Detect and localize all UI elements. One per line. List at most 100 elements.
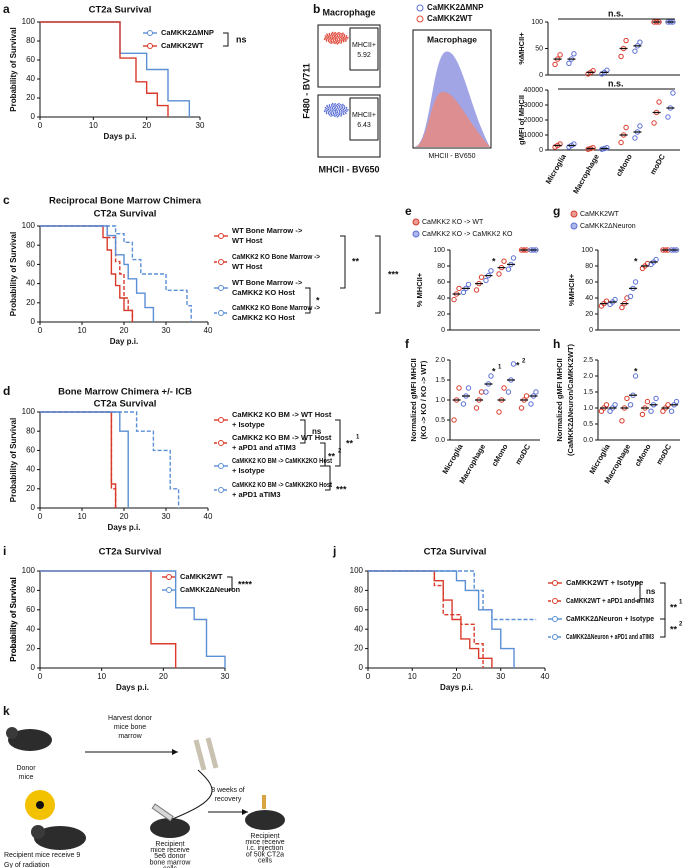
flow-event [344,111,347,114]
survival-curve [40,411,129,508]
data-point [456,285,462,292]
flow-event [331,35,334,37]
flow-event [339,111,341,113]
gate [349,97,379,141]
flow-event [332,114,334,117]
significance-bracket [335,419,341,467]
y-tick-label: 2.0 [435,357,445,364]
data-point [501,258,507,264]
flow-event [336,34,339,36]
survival-curve [40,225,134,322]
y-tick-label: 100 [22,407,36,416]
significance-label: n.s. [608,78,624,88]
data-point [460,289,467,296]
x-tick-label: 0 [38,512,43,521]
y-axis-label: Probability of Survival [9,232,18,316]
data-point [632,135,638,141]
y-tick-label: 100 [22,17,36,26]
significance-label: n.s. [608,8,624,18]
panel-letter: a [3,2,10,16]
flow-event [332,36,335,39]
flow-event [326,33,328,35]
x-axis-label: Days p.i. [440,683,473,692]
significance-label: * [316,295,320,305]
y-tick-label: 1.0 [583,405,593,412]
y-tick-label: 100 [531,19,543,26]
survival-curve [368,570,493,668]
x-tick-label: cMono [633,442,653,468]
data-point [473,287,480,293]
flow-event [339,105,341,108]
flow-event [343,33,345,36]
legend-marker [570,222,578,230]
y-axis-label: gMFI of MHCII [517,95,526,145]
chart-title: Reciprocal Bone Marrow Chimera [49,196,202,207]
legend-marker [552,598,558,604]
y-tick-label: 0 [539,147,543,154]
flow-event [332,108,335,111]
chart-title: CT2a Survival [94,209,157,220]
significance-label: 1 [498,365,502,371]
flow-event [324,109,327,111]
flow-event [336,32,339,35]
y-tick-label: 2.0 [583,373,593,380]
flow-box [317,94,381,158]
legend-label: CaMKK2 KO Host [232,313,295,322]
flow-event [336,111,339,114]
significance-label: ns [646,587,656,596]
legend-label: + aPD1 and aTIM3 [232,443,296,452]
flow-event [338,113,341,116]
significance-label: ns [236,34,247,44]
flow-event [328,110,331,112]
flow-event [336,40,339,43]
legend-label: CaMKK2 KO BM -> WT Host [232,433,332,442]
legend-marker [570,210,578,218]
data-point [668,408,675,414]
data-point [451,296,457,303]
flow-event [343,38,345,40]
flow-event [329,36,331,38]
x-tick-label: 20 [120,512,129,521]
significance-bracket [227,576,233,591]
legend-label: CaMKK2 KO -> CaMKK2 KO [422,231,513,238]
flow-event [333,104,335,106]
x-tick-label: 10 [78,326,87,335]
y-tick-label: 60 [26,55,35,64]
x-axis-label: Days p.i. [108,523,141,532]
legend-marker [552,634,558,640]
data-point [456,385,462,391]
y-tick-label: 60 [585,279,593,286]
flow-event [337,108,340,110]
y-axis-label: (CaMKK2ΔNeuron/CaMKK2WT) [566,343,575,456]
flow-event [341,105,343,107]
data-point [478,274,485,280]
y-tick-label: 80 [26,586,35,595]
data-point [623,37,629,44]
y-tick-label: 20 [354,644,363,653]
y-tick-label: 40000 [524,87,544,94]
data-point [460,401,467,407]
chart-title: CT2a Survival [94,399,157,410]
flow-event [342,113,345,116]
x-tick-label: 20 [120,326,129,335]
y-tick-label: 80 [437,263,445,270]
flow-event [336,110,339,112]
flow-title: Macrophage [322,7,375,17]
flow-event [331,37,334,40]
flow-event [336,116,339,118]
flow-event [341,107,343,110]
flow-event [336,103,339,106]
flow-event [342,103,344,106]
y-tick-label: 20 [26,298,35,307]
significance-label: 2 [679,622,683,628]
y-axis-label: Probability of Survival [9,27,18,111]
legend-marker [218,440,224,446]
data-point [656,99,662,105]
flow-event [339,108,342,111]
flow-event [323,110,326,113]
flow-event [338,104,340,107]
x-tick-label: Macrophage [571,152,601,195]
flow-event [342,112,345,114]
y-tick-label: 80 [26,426,35,435]
flow-event [331,106,334,109]
